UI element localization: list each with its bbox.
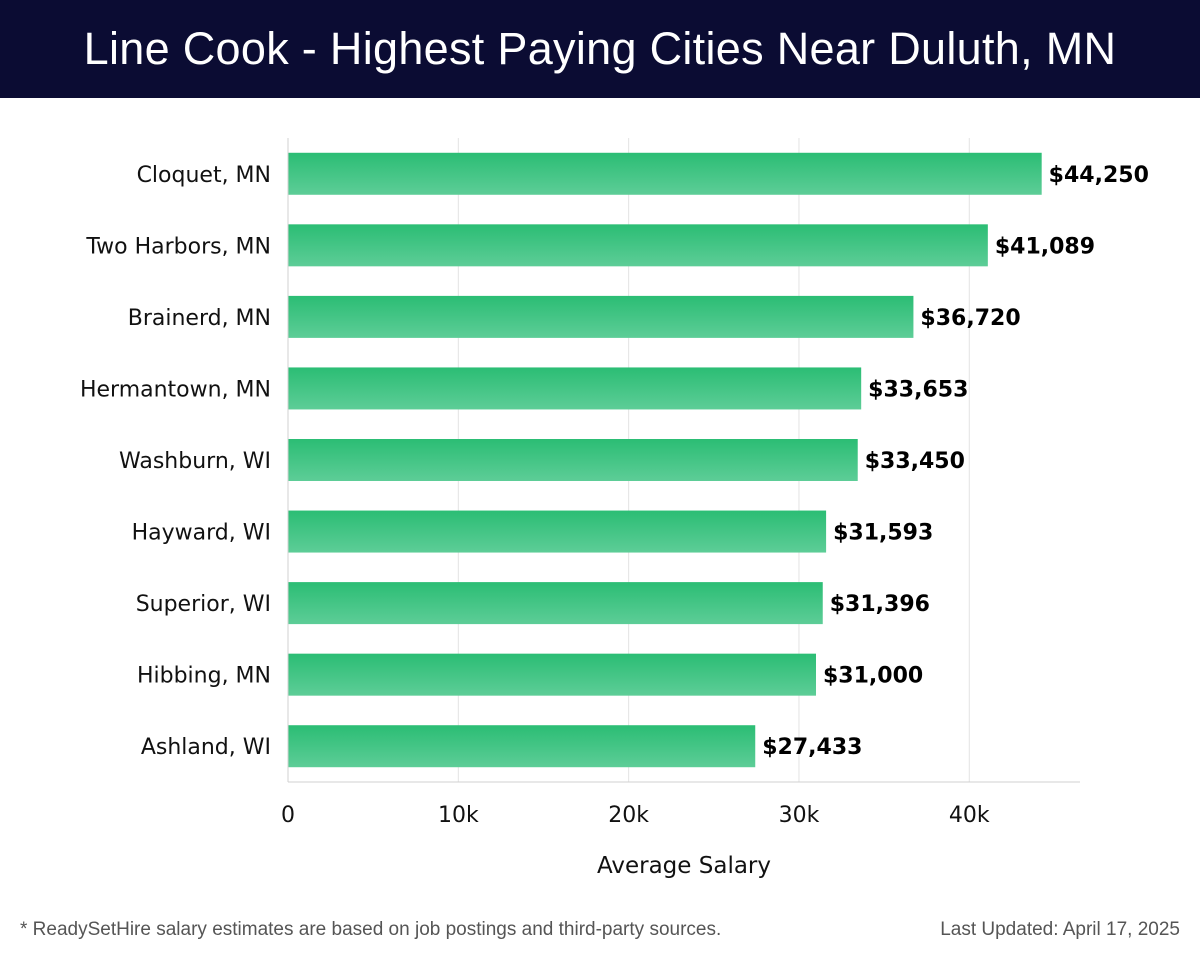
bars [288,152,1042,768]
value-label: $33,450 [865,449,965,474]
last-updated: Last Updated: April 17, 2025 [940,919,1180,940]
x-tick-label: 40k [949,803,990,828]
category-label: Hibbing, MN [137,664,271,689]
category-label: Cloquet, MN [137,163,271,188]
x-tick-label: 10k [438,803,479,828]
bar [288,725,756,768]
value-label: $41,089 [995,234,1095,259]
x-tick-label: 20k [608,803,649,828]
category-label: Two Harbors, MN [85,234,271,259]
x-tick-label: 30k [779,803,820,828]
bar [288,653,816,696]
value-label: $27,433 [762,735,862,760]
bar [288,152,1042,195]
value-label: $36,720 [920,306,1020,331]
category-label: Brainerd, MN [128,306,271,331]
axes: 0 10k 20k 30k 40k Cloquet, MN $44,250 Two Harbo… [80,138,1149,828]
value-label: $44,250 [1049,163,1149,188]
bar [288,224,988,267]
bar [288,582,823,625]
chart-title: Line Cook - Highest Paying Cities Near D… [83,23,1117,74]
category-label: Superior, WI [136,592,271,617]
category-label: Hayward, WI [132,521,271,546]
footer-note: * ReadySetHire salary estimates are base… [20,919,722,940]
value-label: $31,593 [833,521,933,546]
category-label: Washburn, WI [119,449,271,474]
value-label: $33,653 [868,377,968,402]
value-label: $31,396 [830,592,930,617]
chart-header: Line Cook - Highest Paying Cities Near D… [0,0,1200,98]
bar [288,510,827,553]
x-tick-label: 0 [281,803,295,828]
category-label: Hermantown, MN [80,377,271,402]
bar [288,439,858,481]
bar [288,367,862,410]
value-label: $31,000 [823,664,923,689]
bar [288,295,914,338]
category-label: Ashland, WI [141,735,271,760]
x-axis-label: Average Salary [597,853,771,879]
